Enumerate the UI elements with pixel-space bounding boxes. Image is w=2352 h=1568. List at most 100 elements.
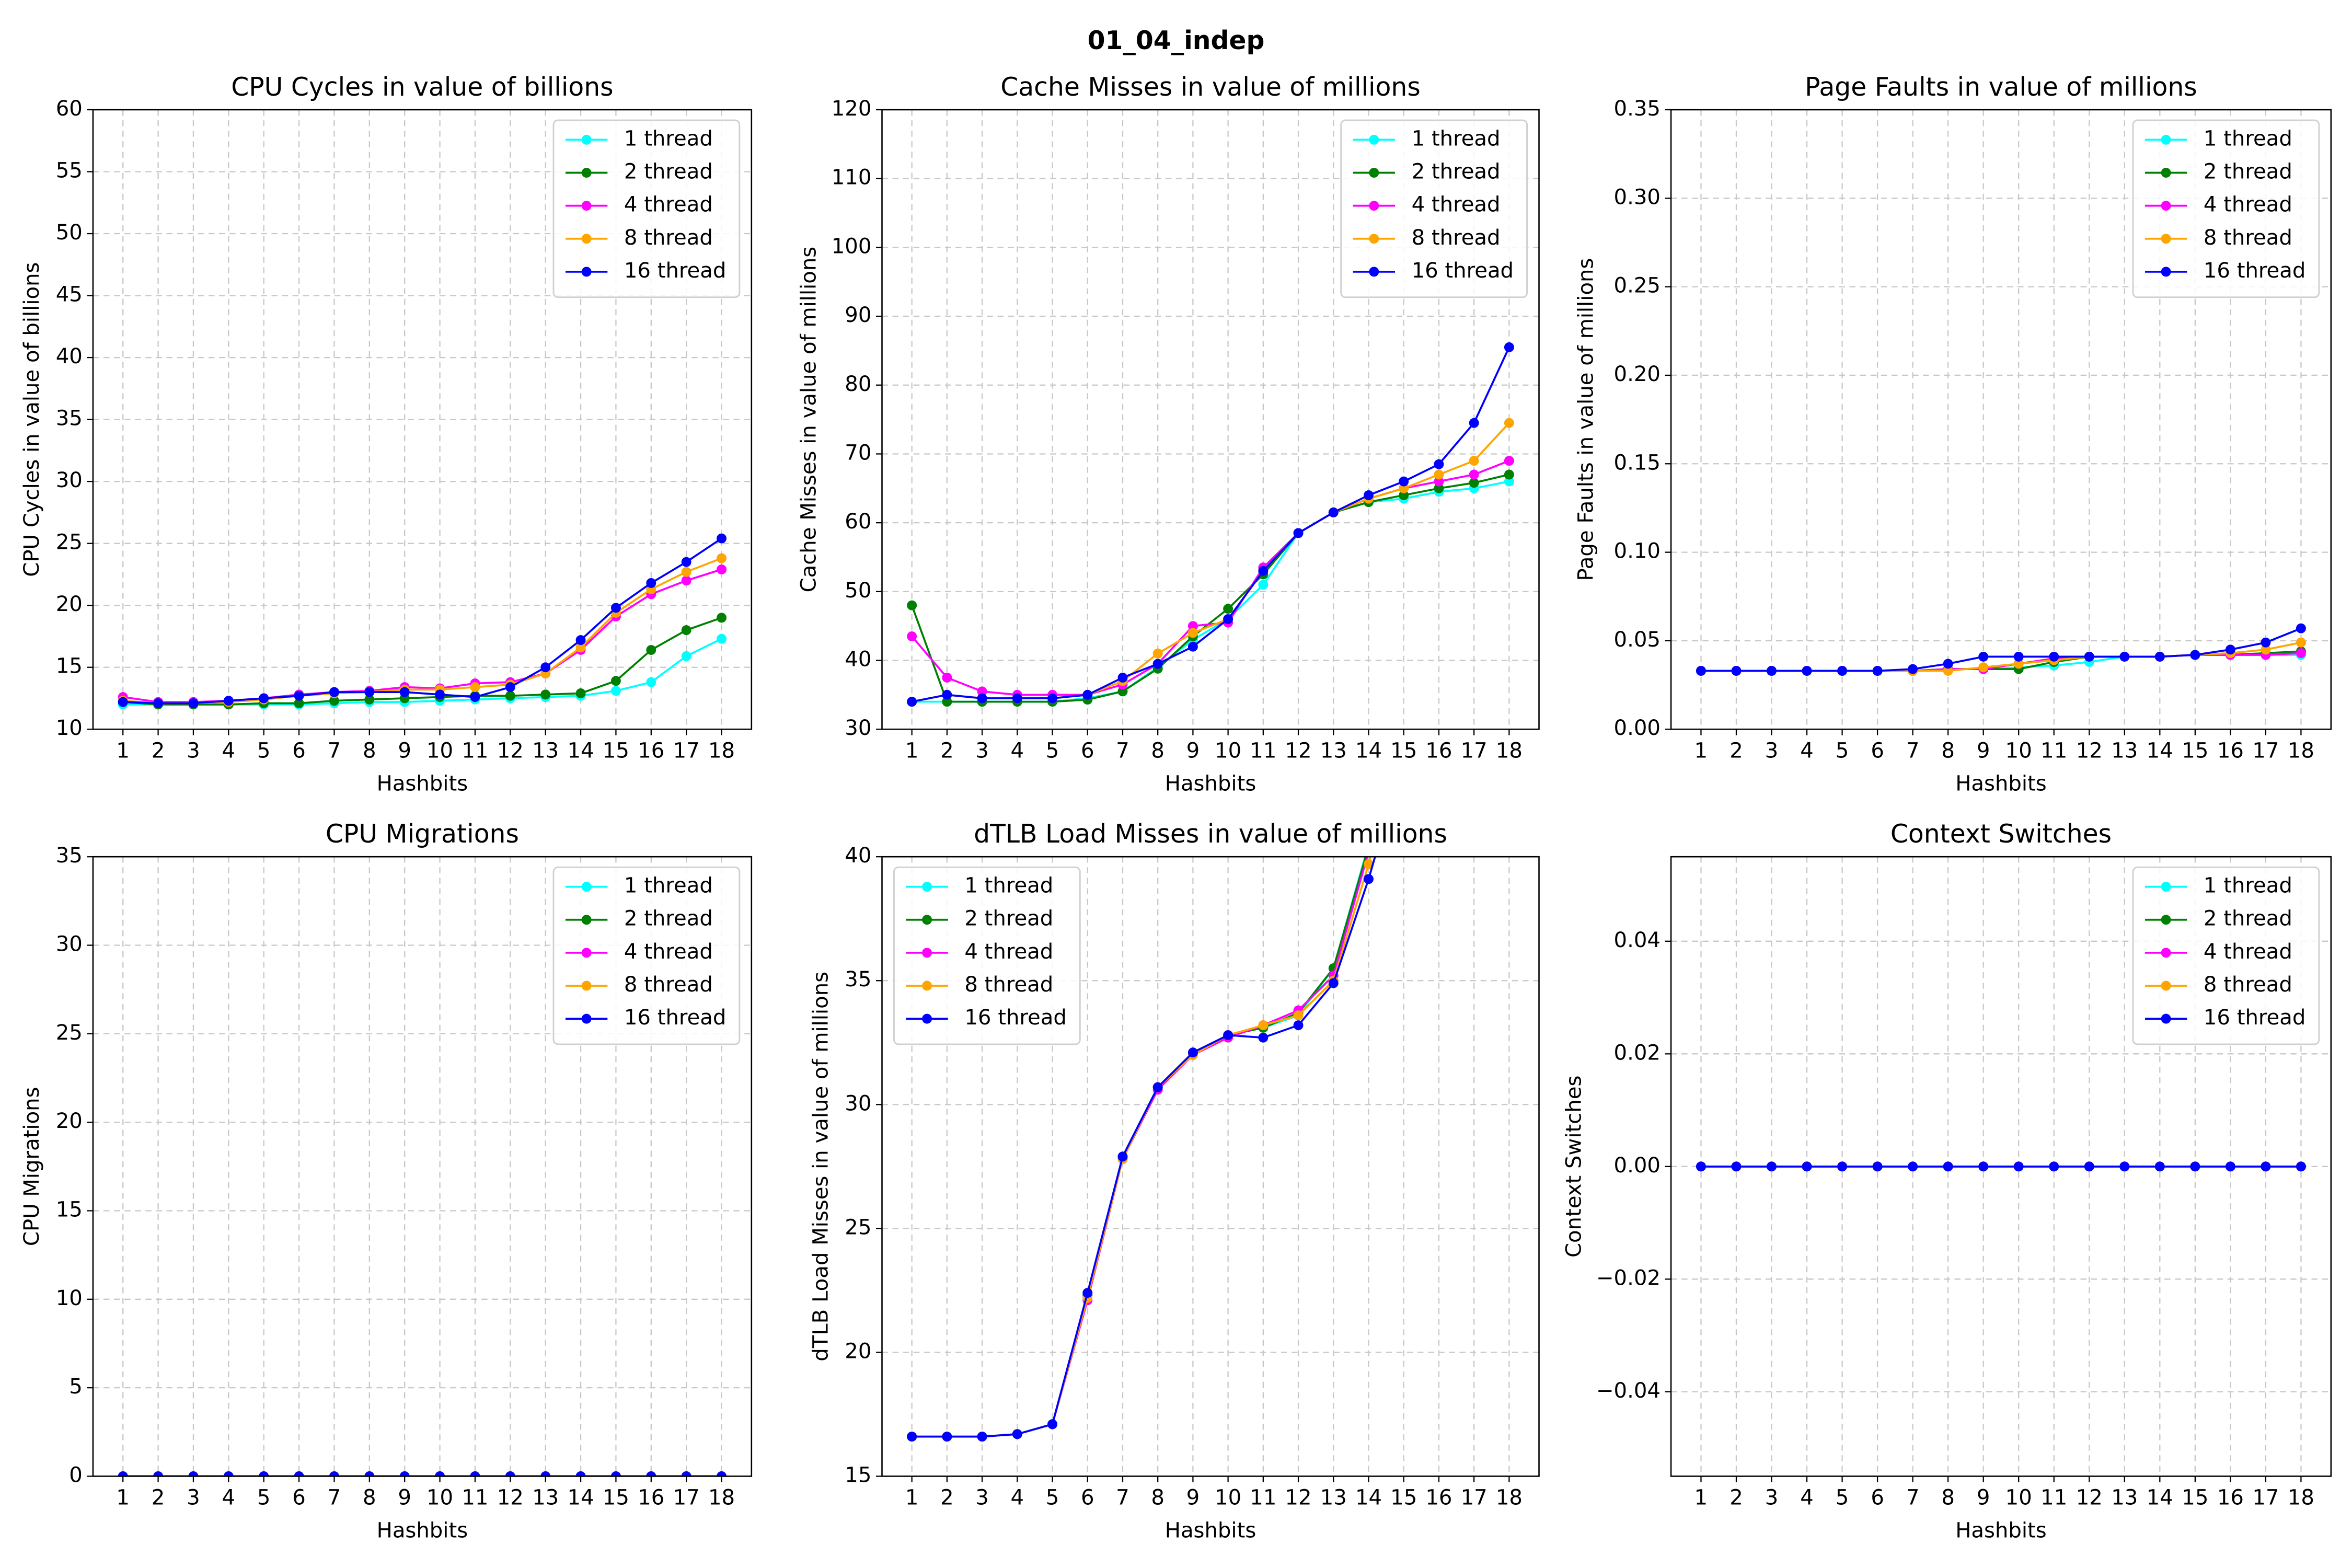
data-point: [1504, 469, 1514, 480]
x-tick-label: 15: [2182, 1486, 2208, 1510]
data-point: [717, 564, 727, 574]
data-point: [717, 1471, 727, 1477]
subplot-title: Cache Misses in value of millions: [1000, 72, 1421, 102]
series-line: [910, 474, 1509, 703]
y-tick-label: 0.25: [1614, 274, 1661, 298]
data-point: [188, 698, 199, 708]
subplot: Page Faults in value of millions 0.00 0.05…: [1574, 72, 2332, 795]
data-point: [1364, 874, 1374, 884]
axes-frame: [881, 109, 1540, 730]
x-tick-label: 4: [1011, 1486, 1024, 1510]
legend-marker: [581, 168, 592, 178]
series-line: [912, 347, 1511, 703]
data-point: [2084, 1161, 2094, 1172]
x-tick-label: 5: [1046, 1486, 1059, 1510]
data-point: [646, 645, 656, 655]
data-point: [1293, 1020, 1304, 1031]
legend-marker: [1369, 134, 1379, 145]
x-tick-label: 12: [2076, 739, 2103, 763]
x-tick-label: 17: [673, 1486, 700, 1510]
data-point: [1731, 1161, 1742, 1172]
legend-marker: [581, 267, 592, 277]
data-point: [1767, 666, 1777, 676]
data-point: [1399, 483, 1409, 493]
data-point: [681, 567, 691, 577]
y-tick-label: 30: [56, 468, 83, 492]
data-point: [2013, 659, 2024, 669]
data-point: [1258, 580, 1269, 590]
y-tick-label: 30: [845, 1091, 871, 1115]
data-point: [942, 697, 952, 707]
series-line: [911, 459, 1510, 696]
x-tick-label: 4: [222, 739, 236, 763]
axes-frame: [881, 856, 1540, 1477]
x-tick-label: 3: [187, 1486, 200, 1510]
data-point: [2296, 623, 2306, 633]
data-point: [364, 687, 375, 697]
y-tick-label: 90: [845, 303, 871, 327]
x-tick-label: 5: [1046, 739, 1059, 763]
data-point: [1469, 456, 1479, 466]
data-point: [1082, 1288, 1093, 1298]
legend-box: [1340, 119, 1528, 298]
data-point: [329, 696, 339, 706]
plot-area: [118, 533, 727, 710]
x-tick-label: 9: [1977, 739, 1990, 763]
y-tick-label: 0.05: [1614, 628, 1661, 652]
x-tick-label: 6: [1081, 1486, 1094, 1510]
data-point: [2049, 1161, 2059, 1172]
data-point: [1908, 1161, 1918, 1172]
x-tick-label: 12: [1285, 1486, 1312, 1510]
legend-label: 8 thread: [964, 973, 1053, 997]
data-point: [610, 686, 621, 696]
series-line: [1701, 627, 2302, 672]
data-point: [1434, 483, 1444, 493]
subplot-title: CPU Migrations: [326, 819, 519, 849]
data-point: [610, 603, 621, 613]
x-tick-label: 16: [638, 1486, 664, 1510]
y-tick-label: 35: [845, 967, 871, 991]
data-point: [1504, 476, 1514, 487]
legend-label: 1 thread: [2204, 874, 2292, 898]
data-point: [329, 687, 339, 697]
x-tick-label: 18: [1496, 739, 1523, 763]
legend-label: 2 thread: [624, 160, 713, 184]
legend-label: 16 thread: [624, 1006, 727, 1030]
data-point: [505, 690, 515, 701]
data-point: [1328, 507, 1339, 517]
data-point: [2190, 1161, 2200, 1172]
data-point: [1872, 666, 1883, 676]
legend-marker: [581, 915, 592, 925]
legend-marker: [581, 201, 592, 211]
legend-box: [2132, 866, 2320, 1045]
data-point: [118, 697, 128, 707]
data-point: [294, 690, 304, 701]
x-tick-label: 17: [2252, 1486, 2279, 1510]
legend-label: 2 thread: [964, 907, 1053, 931]
data-point: [118, 1471, 128, 1477]
y-axis-label: CPU Migrations: [20, 1087, 44, 1246]
y-tick-label: 5: [69, 1375, 83, 1399]
axes-frame: [1670, 109, 2332, 730]
data-point: [2049, 651, 2059, 662]
x-tick-label: 5: [257, 1486, 271, 1510]
x-tick-label: 18: [1496, 1486, 1523, 1510]
y-tick-label: 0.20: [1614, 362, 1661, 386]
data-point: [540, 1471, 551, 1477]
data-point: [1434, 469, 1444, 480]
legend-label: 4 thread: [2204, 940, 2292, 964]
x-tick-label: 15: [603, 1486, 629, 1510]
data-point: [1152, 659, 1163, 669]
data-point: [2119, 651, 2130, 662]
legend-label: 1 thread: [624, 126, 713, 151]
figure-title: 01_04_indep: [1088, 26, 1265, 55]
x-tick-label: 3: [975, 739, 989, 763]
data-point: [470, 682, 480, 693]
x-tick-label: 13: [2111, 739, 2138, 763]
x-tick-label: 3: [187, 739, 200, 763]
data-point: [1223, 1030, 1233, 1041]
y-tick-label: 0.30: [1614, 185, 1661, 209]
data-point: [2261, 644, 2271, 655]
